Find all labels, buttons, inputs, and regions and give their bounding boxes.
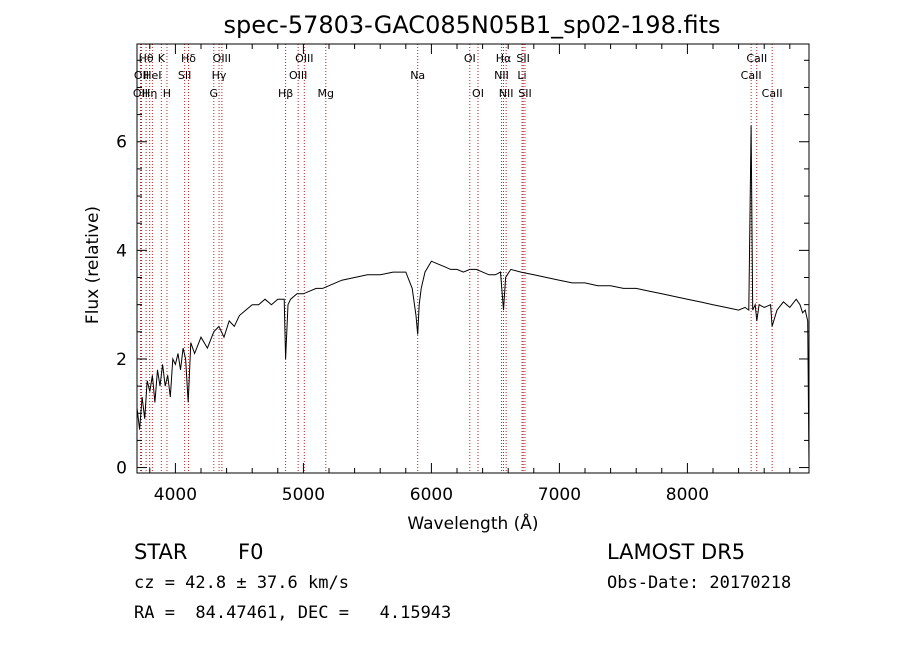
- y-tick-label-0: 0: [116, 459, 127, 479]
- line-label-16: Na: [410, 69, 425, 82]
- line-label-15: Mg: [318, 87, 334, 100]
- x-tick-label-3: 7000: [538, 485, 581, 505]
- line-label-7: SII: [178, 69, 191, 82]
- line-label-18: OI: [472, 87, 484, 100]
- line-label-6: H: [163, 87, 171, 100]
- spectrum-line: [136, 125, 810, 468]
- line-label-8: Hδ: [181, 52, 196, 65]
- line-label-14: OIII: [295, 52, 313, 65]
- line-label-10: Hγ: [212, 69, 227, 82]
- y-axis-ticks: 0 2 4 6: [116, 59, 809, 479]
- x-axis-label: Wavelength (Å): [407, 512, 538, 534]
- line-label-24: SII: [518, 87, 531, 100]
- x-axis-ticks: 4000 5000 6000 7000 8000: [149, 44, 791, 505]
- line-label-23: SII: [516, 52, 529, 65]
- y-axis-label: Flux (relative): [83, 206, 103, 324]
- line-label-9: G: [210, 87, 219, 100]
- line-label-17: OI: [464, 52, 476, 65]
- spectral-line-markers: [139, 44, 773, 473]
- line-label-5: K: [158, 52, 166, 65]
- coordinates: RA = 84.47461, DEC = 4.15943: [134, 603, 452, 623]
- x-tick-label-1: 5000: [282, 485, 325, 505]
- line-label-1: OII: [134, 69, 149, 82]
- plot-frame: [136, 43, 810, 474]
- object-subclass: F0: [238, 540, 264, 564]
- line-label-3: Hη: [142, 87, 157, 100]
- line-label-2: Hθ: [139, 52, 154, 65]
- y-tick-label-1: 2: [116, 350, 127, 370]
- redshift-velocity: cz = 42.8 ± 37.6 km/s: [134, 573, 349, 593]
- x-tick-label-4: 8000: [666, 485, 709, 505]
- line-label-19: NII: [494, 69, 509, 82]
- line-label-27: CaII: [762, 87, 783, 100]
- spectral-line-labels: OIIOIIHθHηHeIKHSIIHδGHγOIIIHβOIIIOIIIMgN…: [133, 52, 783, 100]
- line-label-25: CaII: [741, 69, 762, 82]
- line-label-13: OIII: [289, 69, 307, 82]
- line-label-22: Li: [517, 69, 526, 82]
- x-tick-label-0: 4000: [154, 485, 197, 505]
- chart-title: spec-57803-GAC085N05B1_sp02-198.fits: [223, 11, 720, 39]
- object-class: STAR: [134, 540, 188, 564]
- y-tick-label-3: 6: [116, 133, 127, 153]
- line-label-20: Hα: [496, 52, 512, 65]
- line-label-21: NII: [499, 87, 514, 100]
- line-label-12: Hβ: [278, 87, 293, 100]
- survey-name: LAMOST DR5: [607, 540, 746, 564]
- line-label-4: HeI: [143, 69, 161, 82]
- observation-date: Obs-Date: 20170218: [607, 573, 792, 593]
- x-tick-label-2: 6000: [410, 485, 453, 505]
- line-label-26: CaII: [746, 52, 767, 65]
- line-label-11: OIII: [213, 52, 231, 65]
- y-tick-label-2: 4: [116, 241, 127, 261]
